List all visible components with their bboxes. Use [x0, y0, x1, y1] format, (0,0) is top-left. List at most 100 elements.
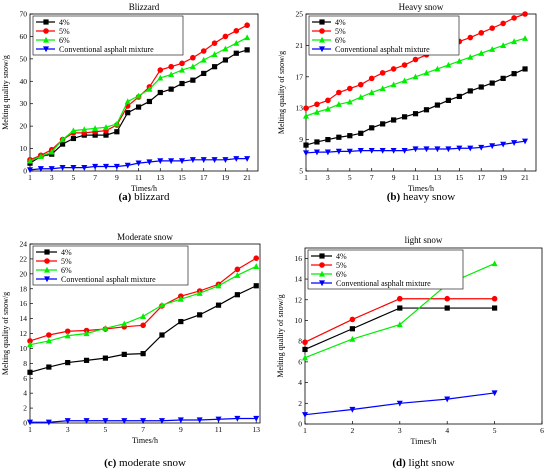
data-point-2 — [491, 295, 498, 302]
data-point-2 — [157, 67, 164, 73]
x-tick-label: 13 — [157, 173, 165, 182]
data-point-2 — [390, 66, 397, 72]
legend-box — [308, 15, 460, 56]
legend-label: 6% — [335, 36, 346, 45]
panel-caption: (d) light snow — [392, 457, 454, 469]
data-point-3 — [70, 127, 77, 134]
legend-label: Conventional asphalt mixture — [61, 275, 156, 284]
caption-letter: (b) — [387, 191, 401, 203]
y-tick-label: 12 — [295, 295, 303, 304]
data-point-1 — [92, 132, 98, 138]
y-tick-label: 30 — [20, 99, 28, 108]
data-point-4 — [234, 415, 241, 422]
data-point-3 — [135, 92, 142, 99]
data-point-1 — [159, 332, 165, 338]
data-point-1 — [233, 50, 239, 56]
caption-letter: (a) — [118, 191, 131, 203]
series-line-1 — [29, 285, 257, 373]
plot-frame — [305, 13, 537, 172]
legend-marker — [44, 258, 50, 264]
data-point-4 — [81, 165, 88, 171]
legend-marker — [319, 253, 325, 259]
legend-label: Conventional asphalt mixture — [59, 45, 154, 54]
caption-letter: (d) — [392, 457, 406, 469]
legend-label: 4% — [335, 18, 346, 27]
data-point-4 — [179, 158, 185, 165]
panel-caption: (c) moderate snow — [104, 457, 186, 469]
y-tick-label: 21 — [296, 41, 304, 50]
data-point-1 — [157, 89, 163, 96]
y-tick-label: 4 — [298, 378, 302, 387]
data-point-3 — [27, 341, 33, 348]
y-axis-title: Melting quality snow/g — [1, 55, 10, 130]
data-point-3 — [92, 125, 99, 131]
data-point-1 — [201, 70, 207, 77]
data-point-4 — [412, 146, 419, 153]
y-tick-label: 25 — [296, 10, 304, 19]
y-tick-label: 12 — [20, 329, 28, 338]
y-tick-label: 5 — [299, 167, 303, 176]
data-point-1 — [456, 93, 462, 100]
data-point-1 — [234, 292, 240, 298]
y-tick-label: 2 — [23, 404, 27, 413]
x-tick-label: 3 — [66, 425, 70, 434]
data-point-1 — [302, 346, 308, 353]
y-tick-label: 2 — [298, 399, 302, 408]
data-point-4 — [489, 143, 496, 150]
data-point-1 — [314, 139, 320, 145]
data-point-3 — [140, 313, 147, 319]
data-point-1 — [125, 110, 131, 116]
y-tick-label: 18 — [20, 284, 28, 293]
legend-marker — [43, 28, 49, 34]
data-point-3 — [423, 69, 430, 76]
y-axis-title: Melting quality of snow/g — [277, 51, 286, 134]
data-point-1 — [215, 302, 222, 308]
data-point-3 — [157, 74, 164, 81]
data-point-4 — [511, 140, 518, 146]
data-point-4 — [302, 412, 308, 418]
data-point-4 — [444, 396, 451, 403]
data-point-4 — [233, 156, 240, 162]
x-axis-title: Times/h — [411, 437, 437, 446]
data-point-1 — [46, 364, 52, 370]
data-point-4 — [390, 147, 397, 154]
data-point-1 — [522, 66, 528, 72]
data-point-1 — [178, 318, 184, 325]
data-point-4 — [467, 145, 474, 152]
legend-label: 5% — [59, 27, 70, 36]
legend-label: 4% — [59, 18, 70, 27]
data-point-2 — [489, 25, 495, 31]
caption-text: heavy snow — [403, 191, 455, 203]
y-tick-label: 20 — [20, 122, 28, 131]
data-point-2 — [368, 75, 375, 82]
data-point-4 — [349, 406, 356, 413]
data-point-3 — [467, 53, 474, 60]
data-point-4 — [37, 166, 44, 172]
data-point-2 — [401, 62, 408, 68]
data-point-1 — [211, 64, 218, 70]
data-point-3 — [244, 34, 251, 41]
data-point-1 — [27, 369, 33, 375]
data-point-2 — [46, 332, 52, 338]
legend-label: 6% — [59, 36, 70, 45]
legend-box — [32, 245, 189, 286]
legend-marker — [319, 36, 325, 43]
y-tick-label: 6 — [298, 357, 302, 366]
data-point-1 — [489, 80, 495, 86]
data-point-1 — [336, 134, 342, 140]
x-tick-label: 21 — [243, 173, 251, 182]
x-tick-label: 19 — [222, 173, 230, 182]
data-point-4 — [379, 147, 386, 154]
plot-frame — [304, 247, 543, 425]
data-point-3 — [500, 42, 507, 48]
data-point-3 — [64, 332, 71, 339]
data-point-3 — [113, 120, 120, 127]
data-point-4 — [121, 418, 128, 424]
data-point-4 — [368, 147, 375, 154]
legend-marker — [319, 19, 325, 25]
data-point-4 — [189, 157, 196, 163]
data-point-2 — [211, 40, 218, 46]
y-tick-label: 16 — [295, 254, 303, 263]
